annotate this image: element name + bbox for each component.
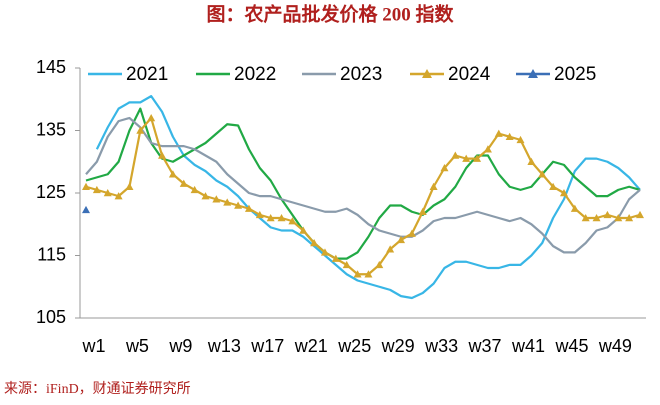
marker <box>397 235 406 244</box>
marker <box>440 164 449 172</box>
marker <box>223 198 232 206</box>
marker <box>244 204 253 212</box>
marker <box>451 151 460 159</box>
marker <box>342 260 351 269</box>
marker <box>549 182 558 190</box>
marker <box>299 226 308 234</box>
marker <box>114 192 123 200</box>
marker <box>581 214 590 222</box>
marker <box>103 189 112 197</box>
marker <box>625 214 634 222</box>
series-line <box>95 95 641 300</box>
x-tick-label: w21 <box>294 336 328 356</box>
marker <box>125 182 134 190</box>
marker <box>516 135 525 144</box>
marker <box>179 179 188 187</box>
marker <box>147 114 156 122</box>
marker <box>201 192 210 200</box>
y-tick-label: 115 <box>37 244 66 264</box>
marker <box>168 170 177 178</box>
marker <box>592 214 601 222</box>
marker <box>462 154 471 162</box>
legend-label: 2021 <box>126 64 168 85</box>
marker <box>494 129 503 137</box>
series-line <box>85 116 641 276</box>
marker <box>603 210 612 219</box>
x-tick-label: w13 <box>207 336 241 356</box>
marker <box>277 214 286 222</box>
marker <box>483 145 492 153</box>
marker <box>234 201 243 209</box>
legend-label: 2022 <box>234 64 276 85</box>
source-note: 来源：iFinD，财通证券研究所 <box>4 381 191 397</box>
marker <box>353 270 362 278</box>
marker <box>82 182 90 190</box>
marker <box>570 204 579 212</box>
chart-title: 图：农产品批发价格 200 指数 <box>206 2 454 25</box>
marker <box>527 157 536 165</box>
marker <box>92 185 101 194</box>
x-tick-label: w9 <box>168 336 192 356</box>
marker <box>320 248 329 256</box>
legend-label: 2023 <box>340 64 382 85</box>
marker <box>331 254 340 262</box>
marker <box>559 189 568 197</box>
marker <box>418 207 427 215</box>
y-tick-label: 145 <box>36 57 66 77</box>
x-tick-label: w29 <box>381 336 415 356</box>
marker <box>190 185 199 194</box>
marker <box>82 205 90 214</box>
marker <box>636 210 644 219</box>
marker <box>614 214 623 222</box>
x-tick-label: w41 <box>511 336 545 356</box>
marker <box>310 239 319 247</box>
marker <box>136 126 145 134</box>
marker <box>288 217 297 225</box>
x-tick-label: w45 <box>554 336 588 356</box>
marker <box>386 245 395 253</box>
x-tick-label: w1 <box>81 336 105 356</box>
x-tick-label: w37 <box>468 336 502 356</box>
legend-label: 2025 <box>554 64 596 85</box>
legend-marker <box>422 69 432 78</box>
x-tick-label: w5 <box>125 336 149 356</box>
marker <box>255 210 264 219</box>
y-tick-label: 125 <box>36 182 66 202</box>
marker <box>364 270 373 278</box>
y-tick-label: 135 <box>36 119 66 139</box>
marker <box>505 132 514 140</box>
marker <box>158 151 167 159</box>
series-line <box>85 116 641 254</box>
marker <box>473 154 482 162</box>
marker <box>407 229 416 237</box>
x-tick-label: w49 <box>598 336 632 356</box>
marker <box>375 260 384 269</box>
marker <box>212 195 221 203</box>
y-tick-label: 105 <box>36 307 66 327</box>
marker <box>429 182 438 190</box>
x-tick-label: w33 <box>424 336 458 356</box>
marker <box>538 170 547 178</box>
legend-marker <box>528 69 538 78</box>
x-tick-label: w17 <box>250 336 284 356</box>
x-tick-label: w25 <box>337 336 371 356</box>
marker <box>266 214 275 222</box>
series-line <box>85 107 641 260</box>
legend-label: 2024 <box>448 64 491 85</box>
